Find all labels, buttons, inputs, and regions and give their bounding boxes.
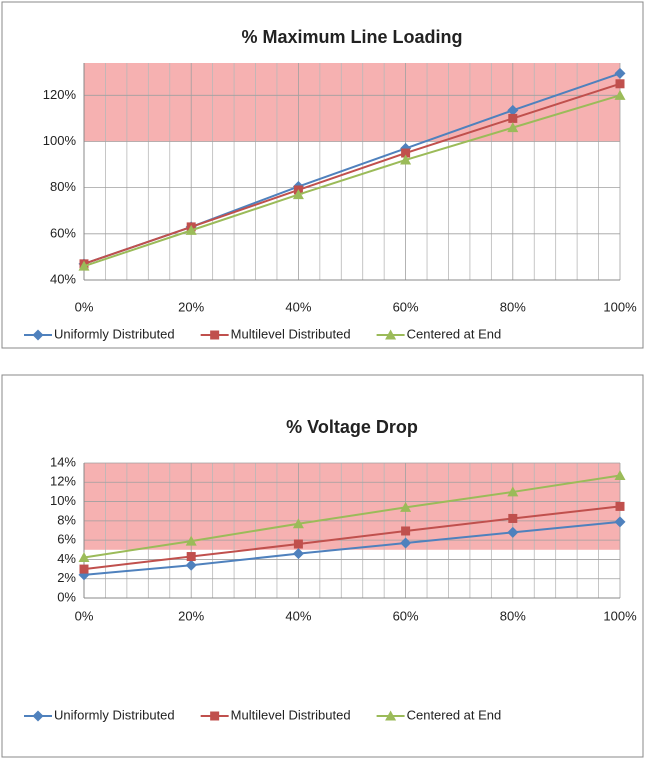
data-point xyxy=(614,516,626,528)
data-point xyxy=(185,224,197,235)
series-line xyxy=(83,520,621,576)
legend-label: Multilevel Distributed xyxy=(231,707,351,722)
data-point xyxy=(615,501,625,511)
data-point xyxy=(507,486,519,497)
legend-label: Uniformly Distributed xyxy=(54,707,175,722)
legend-marker xyxy=(32,710,44,722)
legend-label: Centered at End xyxy=(407,707,502,722)
y-tick-label: 60% xyxy=(50,225,76,240)
y-tick-label: 4% xyxy=(57,551,76,566)
y-tick-label: 40% xyxy=(50,271,76,286)
data-point xyxy=(292,189,304,200)
legend-marker xyxy=(210,711,220,721)
data-point xyxy=(400,154,412,165)
data-point xyxy=(508,513,518,523)
legend-label: Centered at End xyxy=(407,326,502,341)
legend-label: Uniformly Distributed xyxy=(54,326,175,341)
data-point xyxy=(614,470,626,481)
data-point xyxy=(507,122,519,133)
legend-marker xyxy=(385,329,397,340)
data-point xyxy=(185,559,197,571)
data-point xyxy=(79,564,89,574)
y-tick-label: 0% xyxy=(57,589,76,604)
y-tick-label: 14% xyxy=(50,454,76,469)
x-tick-label: 100% xyxy=(603,299,637,314)
series-line xyxy=(83,505,621,571)
data-point xyxy=(292,518,304,529)
y-tick-label: 100% xyxy=(43,133,77,148)
y-tick-label: 12% xyxy=(50,474,76,489)
y-tick-label: 10% xyxy=(50,493,76,508)
x-tick-label: 20% xyxy=(178,608,204,623)
series-line xyxy=(83,94,621,268)
y-tick-label: 8% xyxy=(57,512,76,527)
legend-label: Multilevel Distributed xyxy=(231,326,351,341)
chart-title: % Maximum Line Loading xyxy=(241,27,462,47)
data-point xyxy=(508,113,518,123)
x-tick-label: 80% xyxy=(500,608,526,623)
chart-frame xyxy=(1,1,644,349)
legend-marker xyxy=(32,329,44,341)
x-tick-label: 60% xyxy=(393,299,419,314)
data-point xyxy=(614,89,626,100)
x-tick-label: 20% xyxy=(178,299,204,314)
x-tick-label: 100% xyxy=(603,608,637,623)
data-point xyxy=(186,552,196,562)
data-point xyxy=(614,67,626,79)
series-line xyxy=(83,474,621,559)
legend-marker xyxy=(210,330,220,340)
data-point xyxy=(78,260,90,271)
data-point xyxy=(507,526,519,538)
legend-marker xyxy=(385,710,397,721)
data-point xyxy=(292,548,304,560)
series-line xyxy=(83,82,621,265)
data-point xyxy=(615,79,625,89)
x-tick-label: 0% xyxy=(75,299,94,314)
y-tick-label: 2% xyxy=(57,570,76,585)
y-tick-label: 6% xyxy=(57,532,76,547)
x-tick-label: 60% xyxy=(393,608,419,623)
data-point xyxy=(293,539,303,549)
x-tick-label: 40% xyxy=(285,299,311,314)
data-point xyxy=(507,104,519,116)
y-tick-label: 80% xyxy=(50,179,76,194)
chart-title: % Voltage Drop xyxy=(286,417,418,437)
shaded-band xyxy=(84,63,620,142)
x-tick-label: 80% xyxy=(500,299,526,314)
y-tick-label: 120% xyxy=(43,87,77,102)
data-point xyxy=(401,148,411,158)
x-tick-label: 0% xyxy=(75,608,94,623)
data-point xyxy=(78,552,90,562)
data-point xyxy=(185,535,197,546)
data-point xyxy=(401,526,411,536)
x-tick-label: 40% xyxy=(285,608,311,623)
data-point xyxy=(400,501,412,512)
data-point xyxy=(400,537,412,549)
shaded-band xyxy=(84,463,620,550)
